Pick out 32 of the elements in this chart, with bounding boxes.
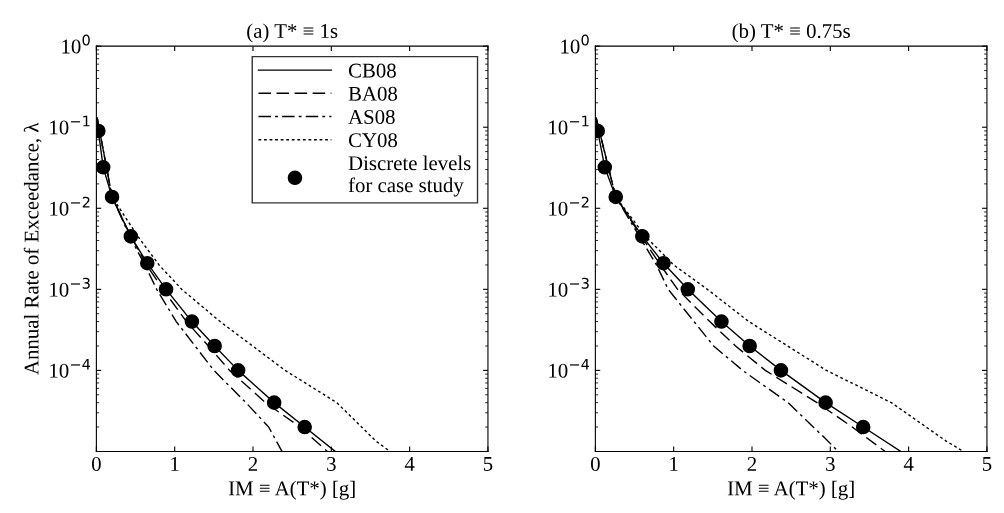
x-tick-label: 3 [327,456,336,471]
x-tick-label: 2 [747,456,757,471]
y-axis-title: Annual Rate of Exceedance, λ [23,122,42,375]
x-axis-title: IM ≡ A(T*) [g] [727,480,854,500]
legend-label: Discrete levels for case study [348,155,471,197]
y-tick-label: 10$^{−2}$ [50,196,90,216]
x-tick-label: 2 [248,456,258,471]
legend-label: AS08 [348,109,395,124]
y-tick-label: 10$^{−1}$ [50,115,90,135]
x-tick-label: 1 [670,457,678,471]
y-tick-label: 10$^{−2}$ [549,196,589,216]
x-tick-label: 4 [903,457,914,471]
chart-title: (a) T* ≡ 1s [247,23,338,43]
x-tick-label: 4 [404,457,415,471]
x-tick-label: 5 [483,457,493,471]
y-tick-label: 10$^{−1}$ [549,115,589,135]
y-tick-label: 10$^{0}$ [62,34,90,54]
chart-title: (b) T* ≡ 0.75s [732,23,850,43]
x-tick-label: 1 [171,457,179,471]
y-tick-label: 10$^{−3}$ [50,277,90,297]
legend-label: CB08 [348,63,396,78]
legend-label: CY08 [348,133,398,148]
x-tick-label: 5 [982,457,992,471]
x-axis-title: IM ≡ A(T*) [g] [228,480,355,500]
y-tick-label: 10$^{−3}$ [549,277,589,297]
legend-label: BA08 [348,86,398,101]
y-tick-label: 10$^{−4}$ [549,358,590,378]
y-tick-label: 10$^{−4}$ [50,358,91,378]
y-tick-label: 10$^{0}$ [561,34,589,54]
x-tick-label: 0 [590,456,600,471]
x-tick-label: 3 [826,456,835,471]
x-tick-label: 0 [91,456,101,471]
